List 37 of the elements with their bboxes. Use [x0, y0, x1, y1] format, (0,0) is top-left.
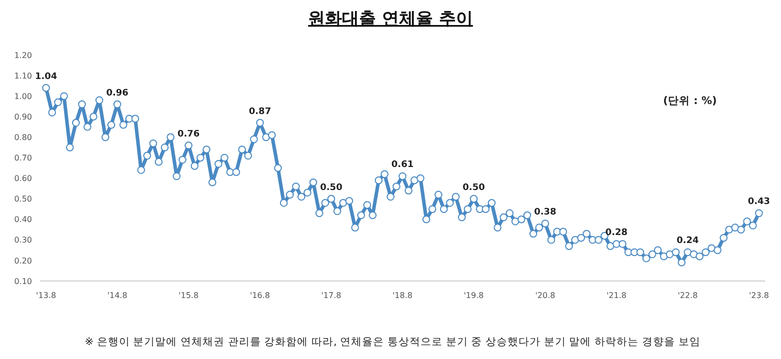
chart-title: 원화대출 연체율 추이: [308, 9, 473, 29]
x-tick-label: '13.8: [36, 291, 56, 300]
y-tick-label: 1.10: [14, 71, 32, 80]
x-tick-label: '19.8: [464, 291, 484, 300]
x-tick-label: '15.8: [178, 291, 199, 300]
data-label: 1.04: [34, 72, 58, 82]
y-tick-label: 0.10: [14, 276, 32, 286]
data-label: 0.61: [391, 160, 414, 170]
x-tick-label: '21.8: [606, 291, 626, 300]
data-label: 0.87: [248, 106, 272, 117]
x-tick-label: '14.8: [107, 291, 128, 300]
x-tick-label: '18.8: [392, 291, 413, 300]
data-label: 0.43: [748, 197, 770, 208]
y-tick-label: 1.00: [14, 92, 32, 101]
y-tick-label: 0.20: [14, 256, 32, 266]
data-label: 0.24: [676, 236, 699, 246]
x-tick-label: '20.8: [535, 291, 556, 300]
y-tick-label: 1.20: [14, 50, 32, 60]
y-tick-label: 0.70: [14, 154, 32, 163]
annotation: (단위 : %): [663, 95, 717, 107]
y-tick-label: 0.90: [14, 112, 32, 122]
data-label: 0.76: [177, 129, 200, 140]
x-tick-label: '17.8: [321, 291, 342, 300]
y-tick-label: 0.80: [14, 132, 32, 142]
text: ※ 은행이 분기말에 연체채권 관리를 강화함에 따라, 연체율은 통상적으로 분기 중 상승했다가 분기 말에 하락하는 경향을 보임: [84, 336, 700, 348]
data-label: 0.38: [534, 207, 556, 218]
y-tick-label: 0.60: [14, 174, 32, 184]
x-tick-label: '23.8: [748, 291, 769, 300]
y-tick-label: 0.40: [14, 215, 32, 224]
x-tick-label: '16.8: [250, 291, 270, 300]
data-label: 0.50: [462, 182, 485, 193]
y-tick-label: 0.50: [14, 194, 32, 204]
data-label: 0.50: [320, 182, 342, 193]
data-label: 0.28: [605, 228, 628, 238]
data-label: 0.96: [106, 88, 128, 98]
y-tick-label: 0.30: [14, 236, 32, 245]
x-tick-label: '22.8: [678, 291, 698, 300]
